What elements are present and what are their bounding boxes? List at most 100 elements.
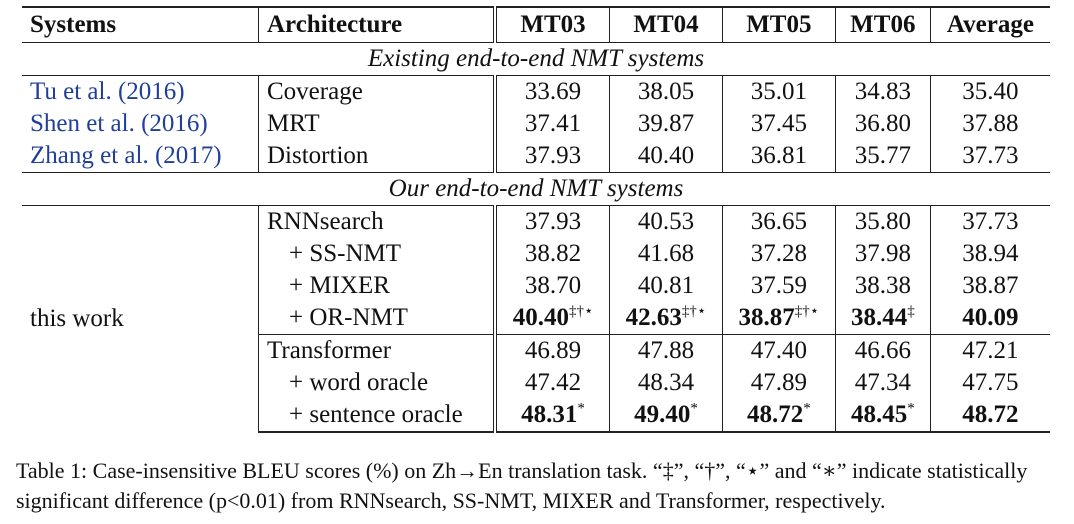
caption-line-1: Table 1: Case-insensitive BLEU scores (%… (16, 458, 1028, 483)
score-cell: 47.88 (609, 334, 723, 367)
section-title-existing: Existing end-to-end NMT systems (22, 42, 1050, 76)
table-row: + OR-NMT 40.40‡†⋆ 42.63‡†⋆ 38.87‡†⋆ 38.4… (22, 302, 1050, 335)
average-cell: 38.94 (962, 240, 1019, 267)
citation-link[interactable]: Shen et al. (2016) (22, 108, 259, 140)
caption-line-2: significant difference (p<0.01) from RNN… (16, 488, 886, 513)
average-cell: 37.88 (962, 110, 1019, 137)
table-row: Shen et al. (2016) MRT 37.41 39.87 37.45… (22, 108, 1050, 140)
architecture-cell: Transformer (258, 334, 497, 367)
score-cell: 36.65 (722, 205, 836, 238)
average-cell: 47.21 (930, 334, 1050, 367)
score-cell: 38.44‡ (835, 302, 931, 335)
significance-mark: * (803, 400, 811, 417)
score-cell: 49.40* (609, 399, 723, 433)
score-cell: 37.45 (722, 108, 836, 140)
score-cell: 48.72* (722, 399, 836, 433)
average-cell: 40.09 (962, 304, 1019, 331)
significance-mark: ‡†⋆ (794, 303, 820, 320)
significance-mark: ‡†⋆ (568, 303, 594, 320)
score-cell: 47.34 (835, 367, 931, 399)
score-cell: 36.81 (722, 140, 836, 173)
score-cell: 37.98 (835, 238, 931, 270)
score-cell: 38.38 (835, 270, 931, 302)
score-cell: 35.01 (722, 75, 836, 108)
significance-mark: ‡†⋆ (681, 303, 707, 320)
section-title-ours: Our end-to-end NMT systems (22, 172, 1050, 206)
score-value: 38.87 (738, 304, 795, 331)
significance-mark: * (690, 400, 698, 417)
header-mt06: MT06 (835, 6, 931, 43)
score-cell: 33.69 (495, 75, 611, 108)
score-cell: 46.89 (495, 334, 611, 367)
header-mt04: MT04 (609, 6, 723, 43)
score-cell: 38.05 (609, 75, 723, 108)
score-cell: 36.80 (835, 108, 931, 140)
score-cell: 38.87‡†⋆ (722, 302, 836, 335)
average-cell: 38.87 (962, 272, 1019, 299)
average-cell: 37.73 (930, 205, 1050, 238)
header-mt03: MT03 (495, 6, 611, 43)
score-cell: 46.66 (835, 334, 931, 367)
header-mt05: MT05 (722, 6, 836, 43)
header-average: Average (930, 6, 1050, 43)
significance-mark: * (907, 400, 915, 417)
score-cell: 38.82 (495, 238, 611, 270)
architecture-cell: + sentence oracle (258, 399, 497, 433)
score-cell: 37.93 (495, 140, 611, 173)
score-cell: 48.34 (609, 367, 723, 399)
architecture-cell: RNNsearch (258, 205, 497, 238)
score-cell: 37.28 (722, 238, 836, 270)
score-cell: 40.53 (609, 205, 723, 238)
architecture-cell: + MIXER (258, 270, 497, 302)
score-cell: 38.70 (495, 270, 611, 302)
score-cell: 37.41 (495, 108, 611, 140)
results-table-container: Systems Architecture MT03 MT04 MT05 MT06… (22, 6, 1050, 433)
section-row-ours: Our end-to-end NMT systems (22, 172, 1050, 206)
score-cell: 37.59 (722, 270, 836, 302)
table-row: this work RNNsearch 37.93 40.53 36.65 35… (22, 205, 1050, 432)
score-cell: 47.40 (722, 334, 836, 367)
score-value: 48.45 (850, 401, 908, 428)
architecture-cell: + word oracle (258, 367, 497, 399)
score-cell: 47.42 (495, 367, 611, 399)
bleu-results-table: Systems Architecture MT03 MT04 MT05 MT06… (22, 6, 1050, 433)
architecture-cell: Distortion (258, 140, 497, 173)
architecture-cell: MRT (258, 108, 497, 140)
architecture-cell: + SS-NMT (258, 238, 497, 270)
score-cell: 41.68 (609, 238, 723, 270)
score-cell: 48.31* (495, 399, 611, 433)
score-value: 48.72 (746, 401, 804, 428)
score-value: 40.40 (512, 304, 569, 331)
score-cell: 39.87 (609, 108, 723, 140)
average-cell: 37.73 (962, 142, 1019, 169)
architecture-cell: + OR-NMT (258, 302, 497, 335)
table-caption: Table 1: Case-insensitive BLEU scores (%… (16, 456, 1066, 516)
table-row: Transformer 46.89 47.88 47.40 46.66 47.2… (22, 334, 1050, 367)
citation-link[interactable]: Zhang et al. (2017) (22, 140, 259, 173)
table-row: + SS-NMT 38.82 41.68 37.28 37.98 38.94 (22, 238, 1050, 270)
score-cell: 40.81 (609, 270, 723, 302)
average-cell: 48.72 (930, 399, 1050, 433)
table-row: Tu et al. (2016) Coverage 33.69 38.05 35… (22, 75, 1050, 108)
score-value: 38.44 (850, 304, 908, 331)
header-systems: Systems (22, 6, 259, 43)
citation-link[interactable]: Tu et al. (2016) (22, 75, 259, 108)
section-row-existing: Existing end-to-end NMT systems (22, 42, 1050, 76)
score-cell: 48.45* (835, 399, 931, 433)
score-value: 48.31 (521, 401, 578, 428)
architecture-cell: Coverage (258, 75, 497, 108)
significance-mark: * (577, 400, 585, 417)
score-value: 49.40 (634, 401, 691, 428)
table-header-row: Systems Architecture MT03 MT04 MT05 MT06… (22, 6, 1050, 43)
score-value: 42.63 (625, 304, 682, 331)
score-cell: 37.93 (495, 205, 611, 238)
score-cell: 35.77 (835, 140, 931, 173)
score-cell: 40.40‡†⋆ (495, 302, 611, 335)
score-cell: 47.89 (722, 367, 836, 399)
average-cell: 35.40 (930, 75, 1050, 108)
this-work-label: this work (22, 205, 259, 432)
score-cell: 35.80 (835, 205, 931, 238)
table-row: + sentence oracle 48.31* 49.40* 48.72* 4… (22, 399, 1050, 433)
score-cell: 34.83 (835, 75, 931, 108)
header-architecture: Architecture (258, 6, 497, 43)
